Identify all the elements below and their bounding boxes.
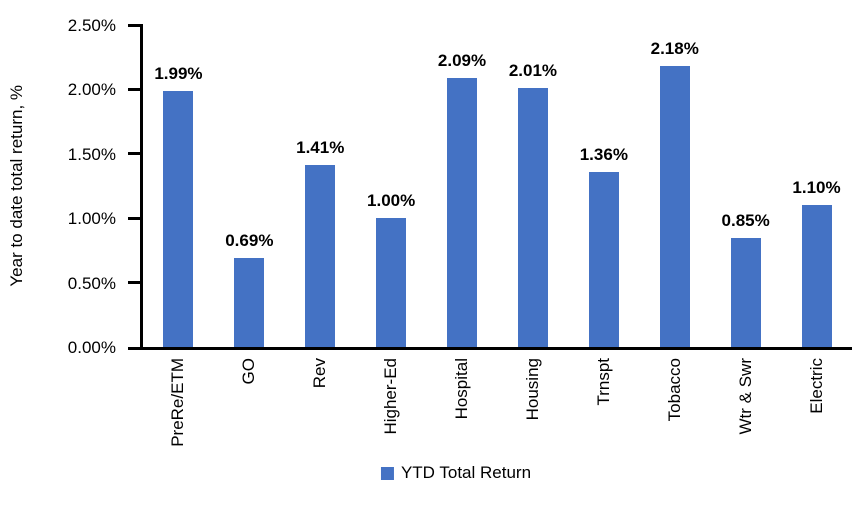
x-axis-line [128, 347, 852, 350]
y-tick-mark [128, 281, 141, 285]
bar-column: 0.69% [214, 25, 285, 347]
category-label: Electric [806, 358, 826, 414]
bar-value-label: 1.99% [154, 63, 203, 83]
bar [305, 165, 336, 347]
category-slot: Trnspt [568, 358, 639, 463]
bar-column: 2.18% [639, 25, 710, 347]
bar [447, 77, 478, 347]
y-tick-label: 1.00% [67, 209, 116, 229]
category-label: Higher-Ed [381, 358, 401, 435]
category-slot: PreRe/ETM [143, 358, 214, 463]
y-axis-title: Year to date total return, % [4, 25, 30, 347]
bar-column: 1.00% [356, 25, 427, 347]
y-axis-line [140, 24, 143, 350]
bar-column: 0.85% [710, 25, 781, 347]
y-tick-label: 0.00% [67, 338, 116, 357]
category-slot: Electric [781, 358, 852, 463]
y-axis-title-text: Year to date total return, % [7, 85, 26, 287]
bar [659, 66, 690, 347]
bar [730, 237, 761, 347]
bar-value-label: 0.69% [225, 231, 274, 251]
bar-value-label: 2.01% [508, 61, 558, 81]
bar-value-label: 1.10% [792, 178, 841, 198]
y-tick-label: 2.50% [67, 16, 116, 35]
legend: YTD Total Return [380, 463, 532, 483]
y-tick-label: 1.50% [67, 144, 116, 164]
category-axis-labels: PreRe/ETM GO Rev Higher-Ed Hospital Housing Tr… [143, 358, 852, 463]
bar-column: 2.09% [427, 25, 498, 347]
category-slot: GO [214, 358, 285, 463]
y-tick-mark [128, 87, 141, 91]
category-label: Wtr & Swr [735, 358, 755, 435]
category-label: Tobacco [664, 358, 684, 422]
bar [234, 258, 265, 347]
y-tick-mark [128, 216, 141, 220]
category-label: Trnspt [593, 358, 613, 406]
y-tick-mark [128, 23, 141, 27]
plot-area: 1.99% 0.69% 1.41% 1.00% 2.09% 2.01% 1.36% 2.18%… [143, 25, 852, 347]
bar [588, 171, 619, 347]
category-label: PreRe/ETM [168, 358, 188, 447]
bar-value-label: 1.36% [579, 144, 628, 164]
bar [801, 205, 832, 347]
category-label: GO [239, 358, 259, 385]
category-slot: Tobacco [639, 358, 710, 463]
y-tick-label: 0.50% [67, 273, 116, 293]
category-slot: Housing [498, 358, 569, 463]
legend-swatch-icon [380, 466, 394, 480]
bar-column: 2.01% [498, 25, 569, 347]
bar-value-label: 2.09% [437, 50, 487, 70]
bar-value-label: 1.00% [367, 191, 416, 211]
category-slot: Hospital [427, 358, 498, 463]
category-slot: Higher-Ed [356, 358, 427, 463]
bar-value-label: 1.41% [296, 138, 345, 158]
category-label: Housing [522, 358, 542, 421]
bar [163, 90, 194, 347]
category-slot: Rev [285, 358, 356, 463]
category-label: Hospital [452, 358, 472, 420]
bar-column: 1.10% [781, 25, 852, 347]
y-tick-mark [128, 152, 141, 156]
bar-column: 1.41% [285, 25, 356, 347]
bar [376, 218, 407, 347]
bar-value-label: 2.18% [650, 39, 699, 59]
bar-column: 1.36% [568, 25, 639, 347]
bar-value-label: 0.85% [721, 210, 770, 230]
bar [517, 88, 548, 347]
y-tick-label: 2.00% [67, 80, 116, 100]
bar-column: 1.99% [143, 25, 214, 347]
legend-label: YTD Total Return [400, 463, 532, 482]
category-slot: Wtr & Swr [710, 358, 781, 463]
category-label: Rev [310, 358, 330, 389]
